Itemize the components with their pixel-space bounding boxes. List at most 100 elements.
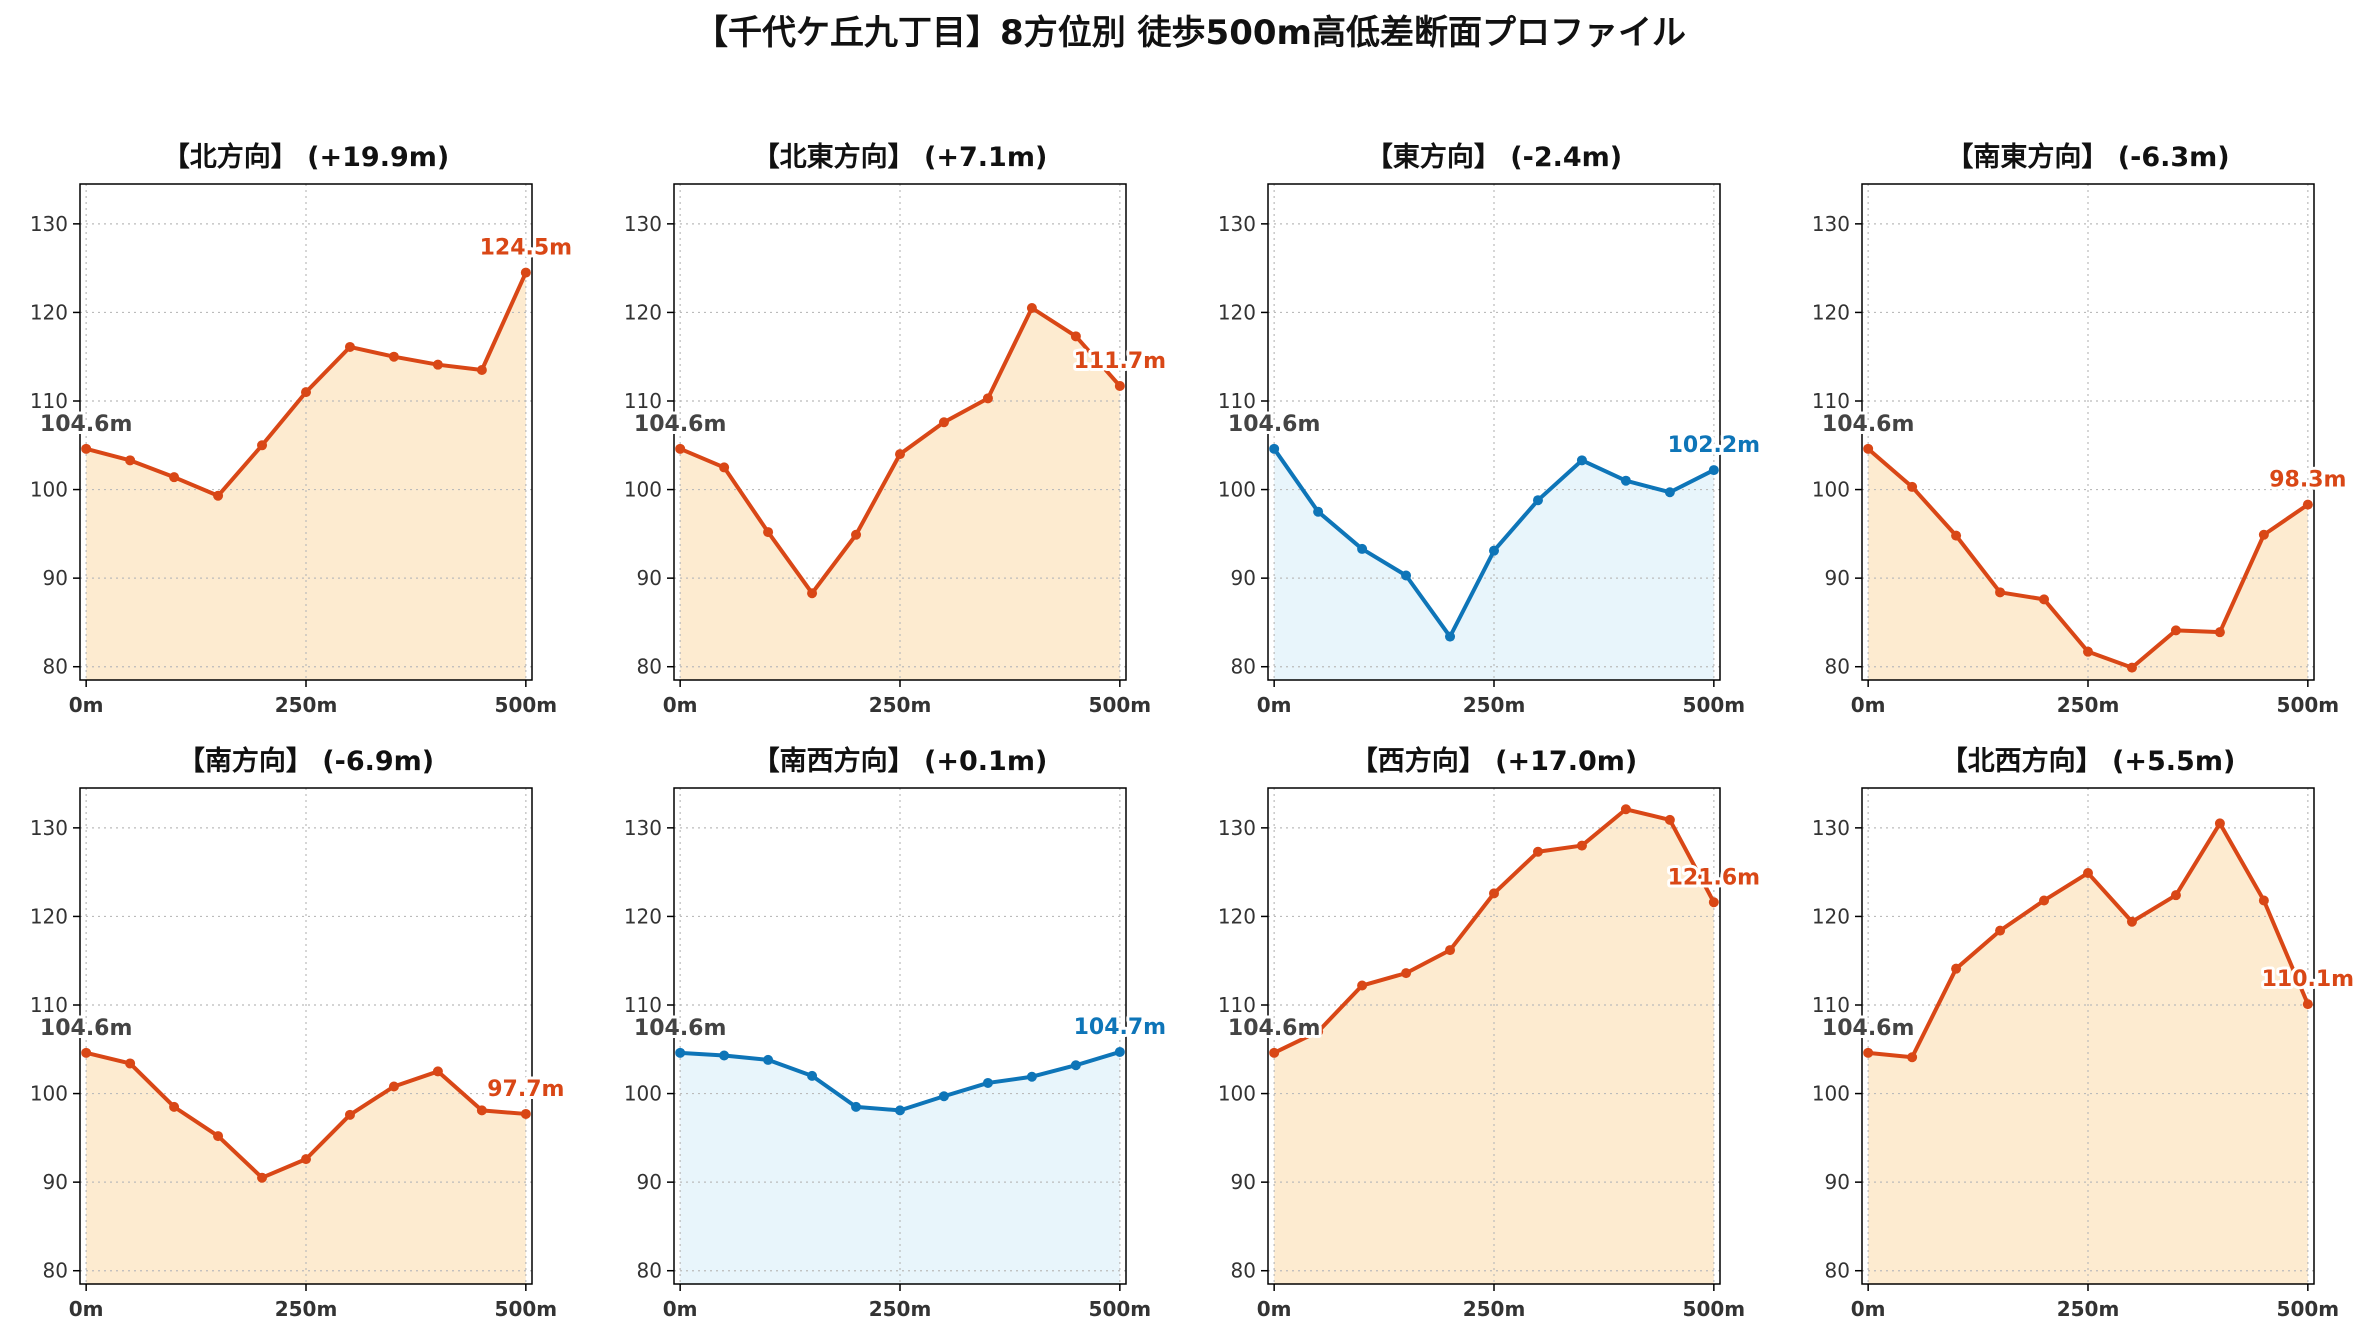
profile-point [432, 359, 443, 370]
profile-panel: 【北方向】 (+19.9m) 80 90 100 110 120 130 0m 250m 500m… [30, 141, 575, 717]
panel-title: 【北方向】 (+19.9m) [163, 141, 449, 173]
y-tick-label: 110 [624, 389, 662, 413]
profile-point [1026, 303, 1037, 313]
y-tick-label: 80 [1825, 1259, 1850, 1283]
x-tick-label: 0m [1257, 693, 1292, 717]
profile-point [763, 527, 774, 538]
profile-point [520, 1108, 531, 1119]
figure-title: 【千代ケ丘九丁目】8方位別 徒歩500m高低差断面プロファイル [694, 13, 1686, 53]
end-label-halo: 102.2m [1668, 433, 1761, 458]
x-tick-label: 250m [869, 693, 932, 717]
profile-point [719, 1050, 730, 1061]
start-elevation-label: 104.6m [634, 412, 727, 437]
y-tick-label: 90 [637, 1170, 662, 1194]
x-tick-label: 0m [69, 1297, 104, 1321]
profile-point [1313, 1026, 1324, 1037]
y-tick-label: 90 [43, 566, 68, 590]
profile-point [1269, 1047, 1280, 1058]
y-tick-label: 110 [30, 993, 68, 1017]
profile-point [344, 1109, 355, 1120]
profile-point [257, 1172, 268, 1183]
profile-point [1995, 925, 2006, 936]
profile-point [938, 417, 949, 428]
y-tick-label: 80 [637, 655, 662, 679]
profile-point [1951, 530, 1962, 541]
start-label-halo: 104.6m [40, 412, 133, 437]
profile-point [763, 1054, 774, 1065]
y-tick-label: 100 [1812, 478, 1850, 502]
x-tick-label: 250m [275, 1297, 338, 1321]
profile-point [476, 1105, 487, 1116]
start-label-halo: 104.6m [1822, 412, 1915, 437]
start-elevation-label: 104.6m [1822, 412, 1915, 437]
y-tick-label: 80 [1825, 655, 1850, 679]
y-tick-label: 100 [1812, 1082, 1850, 1106]
start-label-halo: 104.6m [1822, 1016, 1915, 1041]
profile-point [895, 1105, 905, 1116]
start-elevation-label: 104.6m [1822, 1016, 1915, 1041]
start-label-halo: 104.6m [634, 1016, 727, 1041]
x-tick-label: 500m [495, 1297, 558, 1321]
profile-point [2170, 890, 2181, 901]
start-label-halo: 104.6m [1228, 412, 1321, 437]
profile-area-fill [1868, 448, 2308, 680]
profile-point [1532, 495, 1543, 506]
y-tick-label: 100 [624, 478, 662, 502]
y-tick-label: 120 [1218, 904, 1256, 928]
profile-point [125, 455, 136, 466]
profile-point [213, 490, 224, 501]
y-tick-label: 80 [1231, 1259, 1256, 1283]
profile-point [675, 443, 686, 454]
y-tick-label: 100 [1218, 478, 1256, 502]
x-tick-label: 250m [869, 1297, 932, 1321]
profile-point [851, 1101, 862, 1112]
x-tick-label: 500m [495, 693, 558, 717]
start-elevation-label: 104.6m [40, 1016, 133, 1041]
profile-point [2214, 818, 2225, 829]
profile-point [81, 1047, 92, 1058]
x-tick-label: 250m [1463, 693, 1526, 717]
profile-point [2214, 627, 2225, 638]
profile-point [2039, 594, 2050, 605]
profile-point [1070, 331, 1081, 342]
y-tick-label: 130 [624, 212, 662, 236]
profile-point [213, 1131, 224, 1142]
x-tick-label: 0m [69, 693, 104, 717]
profile-point [1489, 888, 1499, 899]
profile-area-fill [86, 272, 526, 680]
profile-point [982, 393, 993, 404]
y-tick-label: 100 [624, 1082, 662, 1106]
y-tick-label: 90 [1825, 566, 1850, 590]
y-tick-label: 90 [1825, 1170, 1850, 1194]
y-tick-label: 120 [30, 300, 68, 324]
profile-point [344, 341, 355, 352]
profile-point [476, 365, 487, 375]
profile-panel: 【北東方向】 (+7.1m) 80 90 100 110 120 130 0m 250m 500m… [624, 141, 1169, 717]
x-tick-label: 0m [663, 693, 698, 717]
start-elevation-label: 104.6m [40, 412, 133, 437]
profile-point [1664, 814, 1675, 825]
profile-point [1664, 487, 1675, 498]
panel-title: 【南方向】 (-6.9m) [178, 745, 434, 777]
y-tick-label: 80 [1231, 655, 1256, 679]
y-tick-label: 100 [1218, 1082, 1256, 1106]
profile-point [125, 1058, 136, 1069]
panel-title: 【西方向】 (+17.0m) [1351, 745, 1637, 777]
profile-point [520, 267, 531, 278]
profile-point [1907, 1052, 1918, 1063]
profile-point [675, 1047, 686, 1058]
end-elevation-label: 97.7m [487, 1077, 564, 1102]
profile-point [301, 1154, 311, 1165]
end-label-halo: 97.7m [487, 1077, 564, 1102]
y-tick-label: 130 [1218, 816, 1256, 840]
profile-panel: 【南西方向】 (+0.1m) 80 90 100 110 120 130 0m 250m 500m… [624, 745, 1169, 1321]
profile-point [1620, 804, 1631, 815]
profile-point [1445, 631, 1456, 642]
y-tick-label: 100 [30, 478, 68, 502]
profile-point [257, 440, 268, 451]
x-tick-label: 0m [663, 1297, 698, 1321]
end-label-halo: 104.7m [1074, 1015, 1167, 1040]
profile-panel: 【西方向】 (+17.0m) 80 90 100 110 120 130 0m 250m 500m… [1218, 745, 1763, 1321]
profile-point [1269, 443, 1280, 454]
